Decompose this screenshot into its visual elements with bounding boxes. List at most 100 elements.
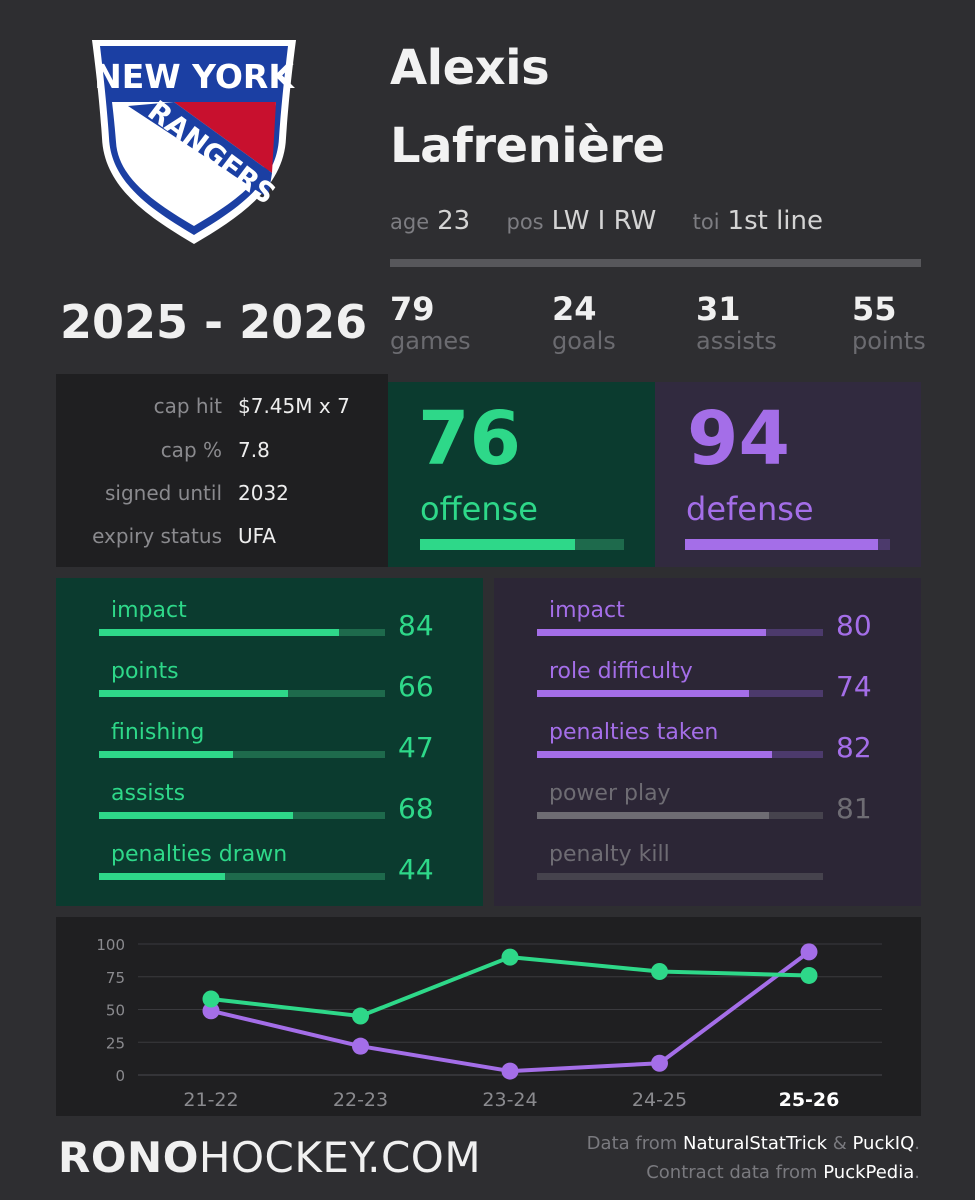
- series-point: [501, 1062, 519, 1080]
- contract-value: UFA: [238, 524, 276, 548]
- series-point: [202, 990, 220, 1008]
- defense-score-bar-fill: [685, 539, 878, 550]
- defense-component-bar: [537, 629, 823, 636]
- team-logo: NEW YORK RANGERS: [92, 40, 296, 244]
- player-meta: age 23 pos LW I RW toi 1st line: [390, 206, 851, 236]
- y-tick-label: 75: [106, 969, 125, 987]
- defense-component-bar: [537, 751, 823, 758]
- y-tick-label: 50: [106, 1002, 125, 1020]
- stat-label: goals: [552, 327, 616, 355]
- defense-score-bar: [685, 539, 890, 550]
- offense-component-bar-fill: [99, 629, 339, 636]
- credit-period: .: [914, 1133, 920, 1154]
- offense-component-bar: [99, 812, 385, 819]
- defense-component-bar-fill: [537, 629, 766, 636]
- series-point: [651, 963, 668, 981]
- header-divider: [390, 259, 921, 267]
- offense-component-bar-fill: [99, 873, 225, 880]
- offense-score-bar-fill: [420, 539, 575, 550]
- x-tick-label: 25-26: [779, 1089, 840, 1111]
- defense-score-panel: 94 defense: [655, 382, 921, 567]
- offense-component-label: assists: [111, 781, 186, 806]
- logo-text-new-york: NEW YORK: [94, 57, 295, 96]
- contract-value: 2032: [238, 481, 289, 505]
- defense-component-label: impact: [549, 598, 625, 623]
- offense-component-bar-fill: [99, 690, 288, 697]
- defense-component-value: 74: [836, 670, 872, 703]
- credit-amp: &: [827, 1133, 853, 1154]
- y-tick-label: 100: [96, 936, 125, 954]
- offense-component-label: points: [111, 659, 179, 684]
- defense-component-bar-fill: [537, 812, 769, 819]
- defense-component-value: 81: [836, 792, 872, 825]
- offense-component-value: 68: [398, 792, 434, 825]
- series-point: [800, 943, 818, 961]
- contract-label: cap hit: [153, 394, 222, 418]
- offense-component-bar-fill: [99, 751, 233, 758]
- offense-component-value: 66: [398, 670, 434, 703]
- x-tick-label: 22-23: [333, 1089, 388, 1111]
- offense-component-bar: [99, 873, 385, 880]
- stat-goals: 24 goals: [552, 290, 616, 354]
- offense-component-bar: [99, 629, 385, 636]
- data-credit: Data from NaturalStatTrick & PuckIQ.: [587, 1133, 920, 1154]
- offense-label: offense: [420, 490, 538, 528]
- defense-component-value: 80: [836, 609, 872, 642]
- y-tick-label: 0: [115, 1067, 125, 1085]
- defense-component-bar: [537, 812, 823, 819]
- series-point: [352, 1007, 369, 1025]
- stat-value: 55: [852, 290, 897, 328]
- pos-label: pos: [506, 210, 544, 234]
- brand-wordmark: RONOHOCKEY.COM: [58, 1133, 481, 1182]
- defense-label: defense: [686, 490, 814, 528]
- offense-components-panel: impact 84 points 66 finishing 47 assists 68 pena…: [56, 578, 483, 906]
- offense-component-value: 47: [398, 731, 434, 764]
- age-label: age: [390, 210, 430, 234]
- contract-label: expiry status: [92, 524, 222, 548]
- stat-points: 55 points: [852, 290, 926, 354]
- series-point: [202, 1002, 220, 1020]
- offense-component-label: impact: [111, 598, 187, 623]
- series-line: [210, 950, 811, 1074]
- series-point: [352, 1037, 369, 1055]
- contract-value: $7.45M x 7: [238, 394, 350, 418]
- defense-component-bar-fill: [537, 690, 749, 697]
- series-point: [501, 948, 519, 966]
- credit-source-puckpedia[interactable]: PuckPedia: [823, 1162, 915, 1183]
- series-point: [651, 1054, 668, 1072]
- contract-panel: cap hit $7.45M x 7 cap % 7.8 signed unti…: [56, 374, 388, 567]
- age-value: 23: [437, 206, 471, 236]
- offense-component-label: finishing: [111, 720, 205, 745]
- brand-bold: RONO: [58, 1133, 199, 1182]
- contract-label: cap %: [160, 438, 222, 462]
- offense-score: 76: [418, 396, 521, 482]
- x-tick-label: 24-25: [632, 1089, 687, 1111]
- defense-component-label: power play: [549, 781, 671, 806]
- offense-component-bar: [99, 751, 385, 758]
- credit-period: .: [914, 1162, 920, 1183]
- offense-score-bar: [420, 539, 624, 550]
- credit-source-puckiq[interactable]: PuckIQ: [852, 1133, 915, 1154]
- offense-component-value: 84: [398, 609, 434, 642]
- defense-component-bar: [537, 690, 823, 697]
- stat-assists: 31 assists: [696, 290, 777, 354]
- y-tick-label: 25: [106, 1034, 125, 1052]
- defense-score: 94: [687, 396, 790, 482]
- stat-value: 79: [390, 290, 435, 328]
- contract-credit: Contract data from PuckPedia.: [646, 1162, 920, 1183]
- defense-component-bar: [537, 873, 823, 880]
- credit-source-nst[interactable]: NaturalStatTrick: [682, 1133, 828, 1154]
- brand-rest: HOCKEY.COM: [198, 1133, 482, 1182]
- defense-component-value: 82: [836, 731, 872, 764]
- series-line: [210, 955, 810, 1019]
- offense-component-bar-fill: [99, 812, 293, 819]
- x-tick-label: 21-22: [183, 1089, 238, 1111]
- defense-components-panel: impact 80 role difficulty 74 penalties taken…: [494, 578, 921, 906]
- trend-chart-svg: 100 75 50 25 0 21-22 22-23 23-24 24-25 25-26: [96, 936, 882, 1111]
- player-first-name: Alexis: [390, 40, 550, 96]
- stat-label: assists: [696, 327, 777, 355]
- stat-games: 79 games: [390, 290, 471, 354]
- contract-label: signed until: [104, 481, 222, 505]
- trend-chart: 100 75 50 25 0 21-22 22-23 23-24 24-25 25-26: [56, 917, 921, 1116]
- defense-component-label: penalties taken: [549, 720, 719, 745]
